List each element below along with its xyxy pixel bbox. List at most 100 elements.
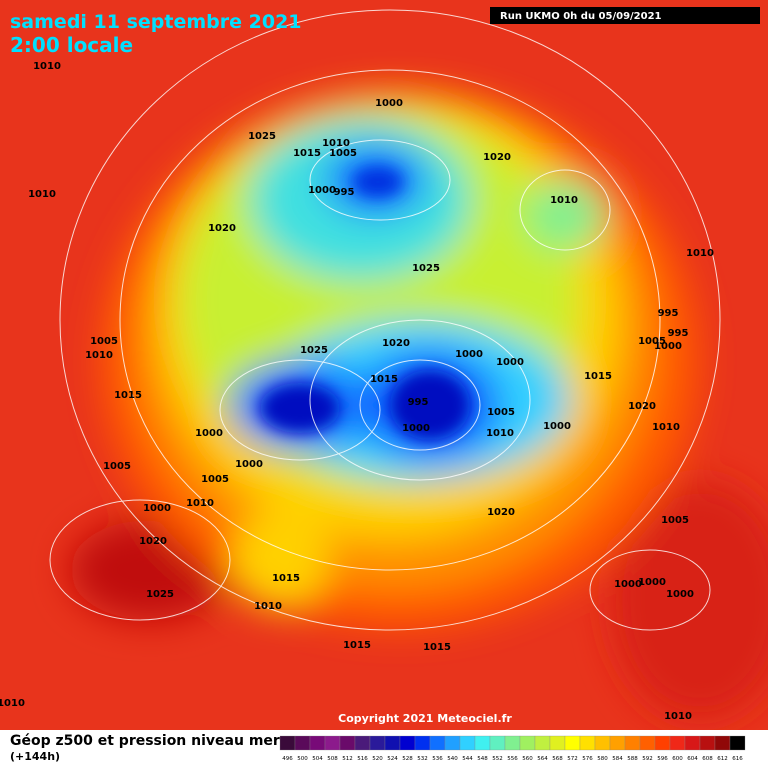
legend-scale-label: 584 — [612, 756, 623, 762]
isobar-label: 1000 — [235, 459, 263, 470]
legend-scale-label: 604 — [687, 756, 698, 762]
isobar-label: 1010 — [652, 422, 680, 433]
legend-scale-label: 536 — [432, 756, 443, 762]
isobar-label: 1005 — [201, 474, 229, 485]
legend-swatch — [519, 735, 536, 751]
isobar-label: 1025 — [146, 589, 174, 600]
isobar-label: 1005 — [661, 515, 689, 526]
legend-scale-label: 560 — [522, 756, 533, 762]
legend-scale-label: 524 — [387, 756, 398, 762]
legend-scale-label: 572 — [567, 756, 578, 762]
legend-scale-label: 568 — [552, 756, 563, 762]
legend-scale-label: 516 — [357, 756, 368, 762]
legend-swatch — [294, 735, 311, 751]
legend-scale-label: 580 — [597, 756, 608, 762]
legend-swatch — [324, 735, 341, 751]
legend-swatch — [609, 735, 626, 751]
isobar-label: 1010 — [550, 195, 578, 206]
legend-scale-label: 540 — [447, 756, 458, 762]
isobar-label: 1010 — [0, 698, 25, 709]
isobar-label: 995 — [668, 328, 689, 339]
legend-swatch — [414, 735, 431, 751]
isobar-label: 1000 — [654, 341, 682, 352]
isobar-label: 1005 — [329, 148, 357, 159]
isobar-label: 1015 — [114, 390, 142, 401]
isobar-label: 1000 — [496, 357, 524, 368]
isobar-label: 1000 — [543, 421, 571, 432]
legend-scale-label: 616 — [732, 756, 743, 762]
run-info: Run UKMO 0h du 05/09/2021 — [500, 11, 662, 22]
legend-title: Géop z500 et pression niveau mer — [10, 733, 280, 749]
isobar-label: 1010 — [664, 711, 692, 722]
isobar-label: 1000 — [402, 423, 430, 434]
isobar-label: 1015 — [584, 371, 612, 382]
legend-scale-label: 496 — [282, 756, 293, 762]
isobar-label: 1005 — [90, 336, 118, 347]
isobar-label: 1000 — [614, 579, 642, 590]
time: 2:00 locale — [10, 33, 133, 57]
legend-swatch — [309, 735, 326, 751]
isobar-label: 1010 — [322, 138, 350, 149]
legend-swatch — [489, 735, 506, 751]
legend-swatch — [729, 735, 746, 751]
isobar-label: 1020 — [628, 401, 656, 412]
legend-swatch — [534, 735, 551, 751]
legend-scale-label: 504 — [312, 756, 323, 762]
isobar-label: 1010 — [33, 61, 61, 72]
isobar-label: 1015 — [370, 374, 398, 385]
field — [0, 0, 768, 730]
legend-swatch — [654, 735, 671, 751]
isobar-label: 995 — [658, 308, 679, 319]
legend-swatch — [594, 735, 611, 751]
legend-scale-label: 520 — [372, 756, 383, 762]
legend-scale-label: 532 — [417, 756, 428, 762]
isobar-label: 1000 — [375, 98, 403, 109]
isobar-label: 1020 — [487, 507, 515, 518]
legend-scale-label: 528 — [402, 756, 413, 762]
legend-swatch — [564, 735, 581, 751]
legend-scale-label: 500 — [297, 756, 308, 762]
legend-scale-label: 508 — [327, 756, 338, 762]
isobar-label: 1000 — [143, 503, 171, 514]
legend-swatch — [579, 735, 596, 751]
isobar-label: 1005 — [638, 336, 666, 347]
isobar-label: 1015 — [293, 148, 321, 159]
isobar-label: 1020 — [208, 223, 236, 234]
legend-scale-label: 612 — [717, 756, 728, 762]
legend-swatch — [504, 735, 521, 751]
legend-swatch — [639, 735, 656, 751]
isobar-label: 1015 — [272, 573, 300, 584]
isobar-label: 1015 — [343, 640, 371, 651]
isobar-label: 1025 — [248, 131, 276, 142]
legend-subtitle: (+144h) — [10, 750, 60, 763]
isobar-label: 1025 — [412, 263, 440, 274]
legend-scale-label: 592 — [642, 756, 653, 762]
isobar-label: 1000 — [455, 349, 483, 360]
legend-swatch — [624, 735, 641, 751]
isobar-label: 1025 — [300, 345, 328, 356]
legend-scale-label: 608 — [702, 756, 713, 762]
isobar-label: 1000 — [308, 185, 336, 196]
isobar-label: 1015 — [423, 642, 451, 653]
legend-swatch — [684, 735, 701, 751]
isobar-label: 995 — [408, 397, 429, 408]
legend-scale-label: 552 — [492, 756, 503, 762]
isobar-label: 1010 — [686, 248, 714, 259]
legend-swatch — [699, 735, 716, 751]
legend-swatch — [714, 735, 731, 751]
legend-scale-label: 548 — [477, 756, 488, 762]
isobar-label: 1005 — [103, 461, 131, 472]
legend-swatch — [339, 735, 356, 751]
legend-swatch — [549, 735, 566, 751]
isobar-label: 1020 — [483, 152, 511, 163]
legend-scale-label: 564 — [537, 756, 548, 762]
legend-scale-label: 588 — [627, 756, 638, 762]
legend-scale-label: 544 — [462, 756, 473, 762]
isobar-label: 1020 — [139, 536, 167, 547]
legend-swatch — [444, 735, 461, 751]
legend-swatch — [429, 735, 446, 751]
isobar-label: 1005 — [487, 407, 515, 418]
isobar-label: 1010 — [85, 350, 113, 361]
